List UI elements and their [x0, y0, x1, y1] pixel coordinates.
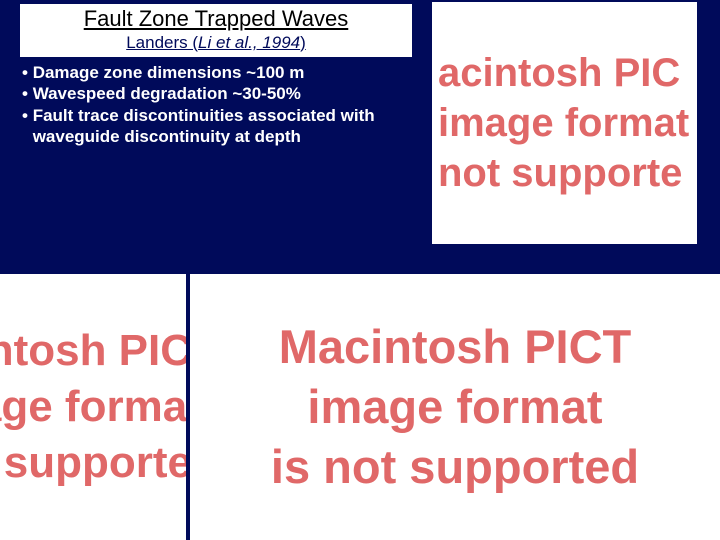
pict-line: cintosh PIC: [0, 323, 186, 379]
pict-placeholder-bottom-right: Macintosh PICT image format is not suppo…: [190, 274, 720, 540]
pict-line: acintosh PIC: [438, 48, 697, 98]
bullet-item: • Fault trace discontinuities associated…: [22, 105, 422, 148]
bullet-dot-icon: •: [22, 105, 33, 148]
pict-line: ot supporte: [0, 435, 186, 491]
pict-line: is not supported: [271, 437, 639, 497]
pict-line: not supporte: [438, 148, 697, 198]
bullet-item: • Wavespeed degradation ~30-50%: [22, 83, 422, 104]
bullet-text: Wavespeed degradation ~30-50%: [33, 83, 301, 104]
pict-line: Macintosh PICT: [279, 317, 632, 377]
subtitle-citation: Li et al., 1994: [198, 33, 300, 52]
pict-line: image format: [307, 377, 602, 437]
bullet-dot-icon: •: [22, 83, 33, 104]
subtitle-suffix: ): [300, 33, 306, 52]
subtitle-prefix: Landers (: [126, 33, 198, 52]
bullet-dot-icon: •: [22, 62, 33, 83]
pict-line: nage format: [0, 379, 186, 435]
bullet-text: Damage zone dimensions ~100 m: [33, 62, 305, 83]
pict-line: image format: [438, 98, 697, 148]
bullet-item: • Damage zone dimensions ~100 m: [22, 62, 422, 83]
bullet-list: • Damage zone dimensions ~100 m • Wavesp…: [22, 62, 422, 147]
pict-placeholder-top-right: acintosh PIC image format not supporte: [432, 2, 697, 244]
bullet-text: Fault trace discontinuities associated w…: [33, 105, 422, 148]
header-box: Fault Zone Trapped Waves Landers (Li et …: [20, 4, 412, 57]
slide-subtitle: Landers (Li et al., 1994): [28, 33, 404, 53]
slide-title: Fault Zone Trapped Waves: [28, 6, 404, 32]
pict-placeholder-bottom-left: cintosh PIC nage format ot supporte: [0, 274, 186, 540]
